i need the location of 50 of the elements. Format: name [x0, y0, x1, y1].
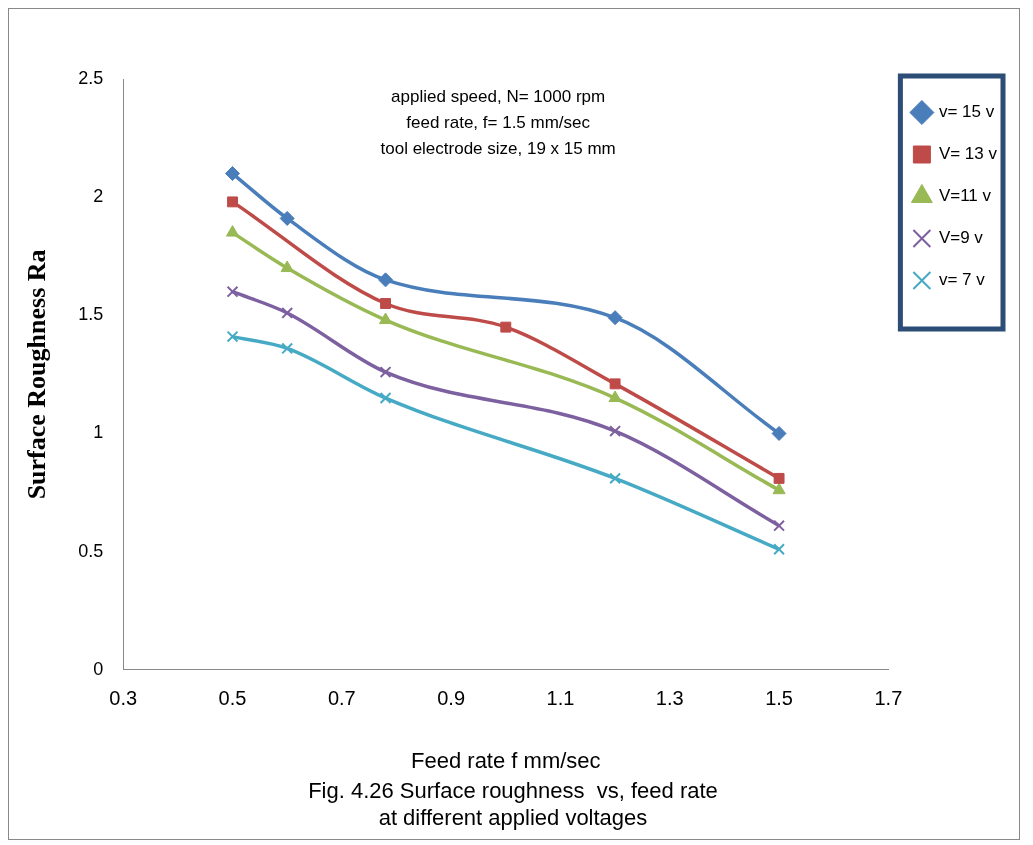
x-tick-label: 1.5	[765, 687, 793, 710]
point	[607, 310, 623, 326]
point	[773, 472, 785, 484]
y-tick-label: 0.5	[78, 540, 104, 561]
point	[609, 425, 622, 438]
point	[280, 260, 294, 273]
point	[226, 285, 239, 298]
point	[500, 321, 512, 333]
point	[279, 210, 295, 226]
y-axis-title: Surface Roughness Ra	[22, 249, 52, 500]
point	[379, 312, 393, 325]
point	[379, 366, 392, 378]
text: Fig. 4.26 Surface roughness vs, feed rate at different applied voltages	[308, 778, 718, 830]
x-tick-label: 0.9	[437, 687, 466, 710]
point	[773, 519, 786, 532]
point	[227, 196, 238, 208]
point	[226, 330, 239, 343]
x-axis-title: Feed rate f mm/sec	[411, 748, 601, 774]
legend-label: v= 7 v	[938, 270, 986, 290]
point	[281, 342, 294, 355]
x-tick-label: 0.5	[218, 687, 247, 710]
legend-label: V= 13 v	[938, 144, 998, 164]
point	[380, 298, 392, 309]
y-tick-label: 1	[93, 422, 104, 443]
annotation: tool electrode size, 19 x 15 mm	[380, 139, 616, 159]
x-tick-label: 0.7	[327, 687, 356, 710]
legend-label: V=9 v	[938, 228, 984, 248]
point	[378, 272, 394, 288]
legend-label: V=11 v	[938, 186, 992, 206]
point	[772, 482, 786, 495]
point	[608, 390, 622, 403]
annotation: feed rate, f= 1.5 mm/sec	[406, 113, 591, 133]
annotation: applied speed, N= 1000 rpm	[391, 87, 606, 107]
x-tick-label: 1.7	[874, 687, 903, 710]
x-tick-label: 0.3	[109, 687, 138, 710]
point	[281, 307, 294, 319]
point	[225, 166, 241, 182]
point	[225, 225, 240, 237]
point	[609, 378, 621, 390]
y-tick-label: 0	[93, 658, 104, 679]
point	[379, 392, 392, 404]
x-tick-label: 1.1	[546, 687, 575, 710]
y-tick-label: 2.5	[78, 67, 104, 88]
x-tick-label: 1.3	[655, 687, 684, 710]
legend-label: v= 15 v	[938, 102, 995, 122]
point	[771, 425, 787, 441]
y-tick-label: 2	[93, 186, 104, 207]
point	[773, 543, 786, 556]
point	[609, 472, 622, 485]
y-tick-label: 1.5	[78, 304, 104, 325]
